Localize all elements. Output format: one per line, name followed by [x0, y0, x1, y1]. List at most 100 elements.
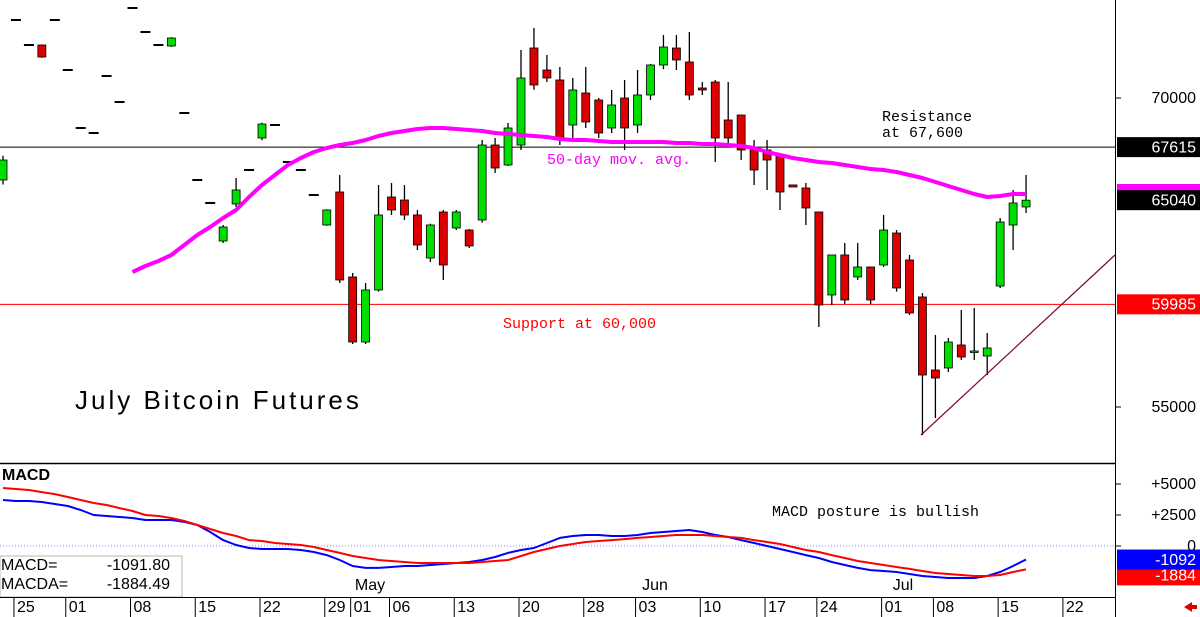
- candle-body: [801, 187, 811, 209]
- marks-layer: [0, 6, 1031, 579]
- candle-body: [956, 344, 966, 358]
- x-tick-label: 28: [587, 599, 605, 616]
- candle-body: [633, 94, 642, 126]
- x-tick-label: 22: [1066, 599, 1084, 616]
- candle-body: [412, 214, 422, 246]
- candle-body: [477, 144, 487, 221]
- candle-body: [905, 259, 914, 314]
- last-close-box: [1117, 190, 1200, 211]
- candle-body: [1021, 199, 1031, 208]
- x-tick-label: 29: [328, 599, 346, 616]
- x-tick-label: 01: [354, 599, 372, 616]
- legend-label: MACDA=: [1, 576, 68, 593]
- macd-title: MACD: [2, 467, 50, 484]
- candle-body: [374, 214, 383, 291]
- reference-value-box: [1117, 294, 1200, 315]
- moving-average-label: 50-day mov. avg.: [547, 152, 691, 169]
- candle-body: [503, 127, 513, 166]
- candle-body: [400, 199, 409, 216]
- macd-value-box: [1117, 565, 1200, 586]
- candle-body: [697, 87, 707, 91]
- reference-value-box: [1117, 137, 1200, 158]
- x-tick-label: 08: [936, 599, 954, 616]
- support-annotation: Support at 60,000: [503, 316, 656, 333]
- y-tick-label: +5000: [1151, 476, 1196, 493]
- y-tick-label: 0: [1187, 538, 1196, 555]
- x-tick-label: 08: [134, 599, 152, 616]
- x-tick-label: 24: [820, 599, 838, 616]
- macd-annotation: MACD posture is bullish: [772, 504, 979, 521]
- x-tick-label: 06: [393, 599, 411, 616]
- candle-body: [684, 61, 694, 96]
- legend-value: -1091.80: [107, 557, 170, 574]
- candle-body: [646, 64, 655, 96]
- reference-value-label: 59985: [1152, 297, 1197, 314]
- last-close-label: 65040: [1152, 192, 1197, 209]
- reference-value-label: 67615: [1152, 139, 1197, 156]
- text-layer: 50-day mov. avg.653416761559985650402501…: [0, 137, 1200, 616]
- candle-body: [814, 211, 824, 306]
- candle-body: [943, 341, 953, 369]
- x-tick-label: 10: [703, 599, 721, 616]
- candle-body: [37, 44, 47, 58]
- candle-body: [866, 266, 876, 301]
- candle-body: [749, 147, 759, 171]
- candle-body: [568, 89, 578, 126]
- candle-body: [775, 154, 785, 193]
- macd-value-label: -1884: [1155, 568, 1196, 585]
- chart-title: July Bitcoin Futures: [75, 385, 362, 415]
- candle-body: [723, 119, 733, 139]
- candle-body: [529, 47, 539, 86]
- x-tick-label: 25: [17, 599, 35, 616]
- candle-body: [607, 104, 617, 129]
- candle-body: [335, 191, 345, 281]
- candle-body: [218, 226, 228, 242]
- candle-body: [425, 224, 435, 259]
- candle-body: [166, 37, 176, 47]
- candle-body: [581, 92, 591, 123]
- x-tick-label: 01: [69, 599, 87, 616]
- macd-value-box: [1117, 549, 1200, 570]
- x-tick-label: 20: [522, 599, 540, 616]
- month-label: Jun: [642, 577, 668, 594]
- x-tick-label: 03: [639, 599, 657, 616]
- candle-body: [736, 114, 746, 151]
- scroll-arrow-icon[interactable]: [1184, 602, 1197, 612]
- candle-body: [672, 47, 681, 61]
- resistance-annotation: at 67,600: [882, 125, 963, 142]
- candle-body: [438, 211, 448, 266]
- candle-body: [542, 69, 552, 79]
- candle-body: [982, 347, 992, 357]
- candle-body: [620, 97, 629, 129]
- x-tick-label: 22: [263, 599, 281, 616]
- candle-body: [969, 350, 979, 353]
- trend-line: [920, 254, 1116, 436]
- legend-label: MACD=: [1, 557, 57, 574]
- candle-body: [853, 266, 863, 278]
- candle-body: [348, 276, 358, 343]
- candle-body: [257, 123, 267, 139]
- y-tick-label: 55000: [1152, 399, 1197, 416]
- candle-body: [361, 289, 371, 343]
- candle-body: [594, 99, 604, 134]
- candle-body: [387, 196, 396, 211]
- candle-body: [788, 184, 798, 188]
- month-label: May: [355, 577, 385, 594]
- y-tick-label: +2500: [1151, 507, 1196, 524]
- grid-layer: 55000 70000 +5000 +2500 0: [0, 90, 1196, 617]
- candle-body: [931, 369, 940, 379]
- x-tick-label: 15: [1001, 599, 1019, 616]
- candle-body: [1008, 202, 1018, 226]
- candle-body: [840, 254, 850, 301]
- macd-line: [2, 487, 1027, 577]
- candle-body: [464, 229, 474, 247]
- y-tick-label: 70000: [1152, 90, 1197, 107]
- candle-body: [827, 254, 837, 296]
- candle-body: [918, 296, 927, 376]
- macd-line: [2, 499, 1027, 579]
- legend-value: -1884.49: [107, 576, 170, 593]
- moving-average-line: [131, 126, 1026, 274]
